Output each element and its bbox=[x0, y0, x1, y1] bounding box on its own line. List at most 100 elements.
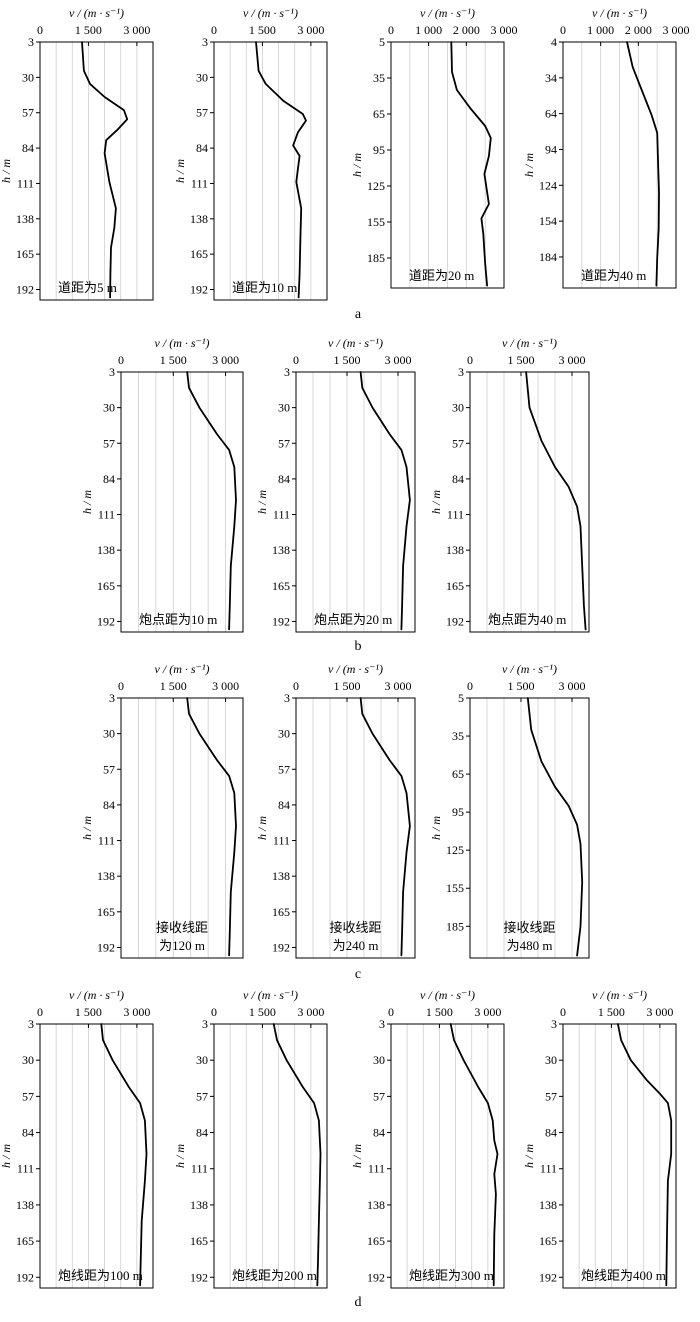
y-tick-label: 111 bbox=[17, 176, 34, 190]
x-axis-title: v / (m · s⁻¹) bbox=[155, 662, 210, 676]
y-tick-label: 3 bbox=[28, 35, 34, 49]
y-tick-label: 138 bbox=[272, 543, 290, 557]
y-tick-label: 192 bbox=[190, 283, 208, 297]
y-tick-label: 192 bbox=[272, 940, 290, 954]
y-tick-label: 30 bbox=[196, 70, 208, 84]
x-tick-label: 0 bbox=[118, 353, 124, 367]
x-tick-label: 3 000 bbox=[385, 353, 412, 367]
panel-11: v / (m · s⁻¹) 0 1 500 3 000 3 30 57 84 111 138 165… bbox=[0, 988, 154, 1289]
y-tick-label: 165 bbox=[190, 247, 208, 261]
x-axis-title: v / (m · s⁻¹) bbox=[69, 6, 124, 20]
x-tick-label: 3 000 bbox=[663, 23, 690, 37]
x-axis-title: v / (m · s⁻¹) bbox=[69, 988, 124, 1002]
y-axis-title: h / m bbox=[255, 816, 269, 840]
panel-2: v / (m · s⁻¹) 0 1 500 3 000 3 30 57 84 111 138 165… bbox=[173, 6, 328, 301]
y-tick-label: 111 bbox=[447, 508, 464, 522]
plot-frame bbox=[562, 1023, 677, 1289]
x-tick-label: 1 500 bbox=[508, 353, 535, 367]
x-tick-label: 3 000 bbox=[559, 353, 586, 367]
panel-4: v / (m · s⁻¹) 0 1 000 2 000 3 000 4 34 64 94 124 1… bbox=[522, 6, 690, 289]
y-tick-label: 34 bbox=[545, 71, 557, 85]
y-axis-title: h / m bbox=[429, 816, 443, 840]
velocity-curve bbox=[359, 697, 411, 957]
y-tick-label: 111 bbox=[191, 176, 208, 190]
y-tick-label: 3 bbox=[109, 365, 115, 379]
y-tick-label: 84 bbox=[103, 472, 115, 486]
y-tick-label: 84 bbox=[278, 472, 290, 486]
x-axis-title: v / (m · s⁻¹) bbox=[592, 988, 647, 1002]
panel-caption: 炮线距为300 m bbox=[409, 1268, 494, 1283]
panel-3: v / (m · s⁻¹) 0 1 000 2 000 3 000 5 35 65 95 125 1… bbox=[350, 6, 518, 289]
y-tick-label: 35 bbox=[452, 729, 464, 743]
velocity-curve bbox=[186, 371, 237, 631]
x-axis-title: v / (m · s⁻¹) bbox=[502, 662, 557, 676]
row-label-d: d bbox=[355, 1295, 362, 1310]
y-tick-label: 3 bbox=[551, 1017, 557, 1031]
y-tick-label: 138 bbox=[190, 212, 208, 226]
plot-frame bbox=[295, 371, 416, 633]
plot-frame bbox=[469, 697, 590, 959]
panel-caption: 道距为5 m bbox=[58, 280, 117, 295]
y-tick-label: 84 bbox=[103, 798, 115, 812]
plot-frame bbox=[390, 41, 505, 289]
y-tick-label: 165 bbox=[272, 905, 290, 919]
y-tick-label: 57 bbox=[545, 1089, 557, 1103]
x-tick-label: 1 500 bbox=[249, 1005, 276, 1019]
panel-caption: 接收线距 bbox=[329, 920, 381, 935]
x-tick-label: 3 000 bbox=[385, 679, 412, 693]
x-tick-label: 1 500 bbox=[334, 679, 361, 693]
y-tick-label: 5 bbox=[458, 691, 464, 705]
y-tick-label: 57 bbox=[196, 106, 208, 120]
y-tick-label: 57 bbox=[278, 436, 290, 450]
velocity-curve bbox=[186, 697, 237, 957]
y-tick-label: 95 bbox=[452, 805, 464, 819]
y-tick-label: 30 bbox=[545, 1053, 557, 1067]
y-tick-label: 111 bbox=[540, 1162, 557, 1176]
y-tick-label: 165 bbox=[190, 1234, 208, 1248]
plot-frame bbox=[120, 371, 244, 633]
plot-frame bbox=[39, 1023, 154, 1289]
y-tick-label: 192 bbox=[16, 1270, 34, 1284]
y-tick-label: 111 bbox=[191, 1162, 208, 1176]
y-tick-label: 30 bbox=[278, 727, 290, 741]
velocity-curve bbox=[255, 41, 307, 299]
x-tick-label: 1 500 bbox=[75, 23, 102, 37]
x-tick-label: 0 bbox=[467, 353, 473, 367]
plot-frame bbox=[469, 371, 590, 633]
velocity-curve bbox=[617, 1023, 673, 1287]
y-tick-label: 138 bbox=[190, 1198, 208, 1212]
y-tick-label: 95 bbox=[373, 143, 385, 157]
y-tick-label: 57 bbox=[278, 762, 290, 776]
y-axis-title: h / m bbox=[80, 816, 94, 840]
x-tick-label: 1 500 bbox=[508, 679, 535, 693]
x-tick-label: 3 000 bbox=[123, 23, 150, 37]
panel-caption: 炮点距为40 m bbox=[488, 612, 566, 627]
y-axis-title: h / m bbox=[522, 153, 536, 177]
y-tick-label: 64 bbox=[545, 107, 557, 121]
x-tick-label: 0 bbox=[118, 679, 124, 693]
y-tick-label: 192 bbox=[367, 1270, 385, 1284]
y-tick-label: 84 bbox=[22, 141, 34, 155]
panel-9: v / (m · s⁻¹) 0 1 500 3 000 3 30 57 84 111 138 165… bbox=[255, 662, 416, 959]
y-tick-label: 3 bbox=[202, 35, 208, 49]
velocity-curve bbox=[450, 41, 492, 287]
plot-frame bbox=[562, 41, 677, 289]
plot-frame bbox=[390, 1023, 505, 1289]
row-label-c: c bbox=[355, 967, 361, 982]
y-tick-label: 57 bbox=[103, 762, 115, 776]
y-axis-title: h / m bbox=[350, 1144, 364, 1168]
y-tick-label: 5 bbox=[379, 35, 385, 49]
panel-13: v / (m · s⁻¹) 0 1 500 3 000 3 30 57 84 111 138 165… bbox=[350, 988, 505, 1289]
x-axis-title: v / (m · s⁻¹) bbox=[420, 988, 475, 1002]
y-tick-label: 30 bbox=[452, 401, 464, 415]
y-tick-label: 192 bbox=[16, 283, 34, 297]
y-tick-label: 3 bbox=[284, 365, 290, 379]
panel-caption: 炮点距为20 m bbox=[314, 612, 392, 627]
y-tick-label: 154 bbox=[539, 214, 557, 228]
x-tick-label: 0 bbox=[37, 23, 43, 37]
y-tick-label: 57 bbox=[196, 1089, 208, 1103]
panel-6: v / (m · s⁻¹) 0 1 500 3 000 3 30 57 84 111 138 165… bbox=[255, 336, 416, 633]
y-tick-label: 192 bbox=[97, 940, 115, 954]
y-tick-label: 57 bbox=[373, 1089, 385, 1103]
y-tick-label: 84 bbox=[196, 141, 208, 155]
